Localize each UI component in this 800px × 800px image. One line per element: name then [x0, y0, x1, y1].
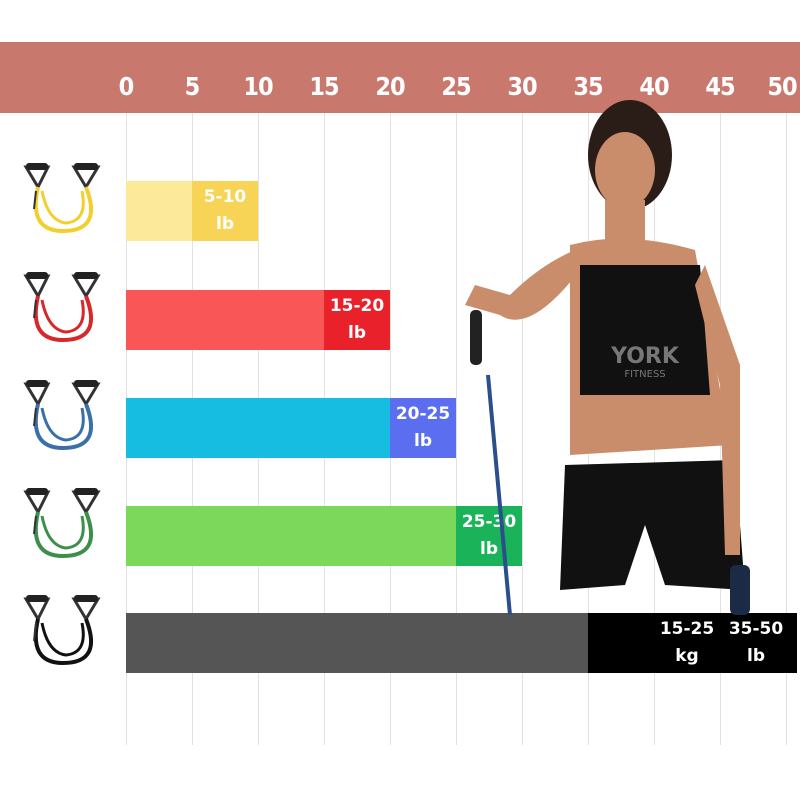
x-tick-label: 5 — [184, 72, 201, 101]
resistance-band-red-icon — [23, 272, 101, 343]
x-tick-label: 35 — [573, 72, 603, 101]
shirt-text-fitness: FITNESS — [624, 369, 665, 380]
x-tick-label: 50 — [767, 72, 797, 101]
bar-base-green — [126, 506, 456, 566]
gridline — [786, 113, 787, 745]
bar-range-black — [588, 613, 797, 673]
resistance-band-green-icon — [23, 488, 101, 559]
bar-base-red — [126, 290, 324, 350]
resistance-band-black-icon — [23, 595, 101, 666]
gridline — [522, 113, 523, 745]
x-tick-label: 40 — [639, 72, 669, 101]
x-tick-label: 30 — [507, 72, 537, 101]
bar-data-label: 15-20 lb — [324, 290, 390, 350]
bar-range-green — [456, 506, 522, 566]
x-tick-label: 15 — [309, 72, 339, 101]
bar-data-label-line: lb — [216, 214, 234, 234]
shirt-text-york: YORK — [610, 344, 680, 369]
x-tick-label: 10 — [243, 72, 273, 101]
woman-photo: YORK FITNESS — [465, 100, 750, 615]
bar-data-label-line: 5-10 — [203, 187, 247, 207]
bar-range-red — [324, 290, 390, 350]
bar-range-yellow — [192, 181, 258, 241]
bar-data-label-line: kg — [675, 646, 699, 666]
bar-data-label-line: 15-25 — [659, 619, 715, 639]
x-tick-label: 45 — [705, 72, 735, 101]
resistance-band-blue-icon — [23, 380, 101, 451]
bar-data-label-line: 15-20 — [329, 296, 385, 316]
bar-data-label: 5-10 lb — [192, 181, 258, 241]
x-tick-label: 0 — [118, 72, 135, 101]
x-tick-label: 20 — [375, 72, 405, 101]
bar-range-blue — [390, 398, 456, 458]
bar-base-black — [126, 613, 588, 673]
bar-data-label-line: 35-50 — [728, 619, 784, 639]
gridline — [456, 113, 457, 745]
axis-header-band — [0, 42, 800, 113]
x-tick-label: 25 — [441, 72, 471, 101]
bar-data-label: 20-25 lb — [390, 398, 456, 458]
bar-base-yellow — [126, 181, 192, 241]
bar-data-label-line: 20-25 — [395, 404, 451, 424]
bar-base-blue — [126, 398, 390, 458]
bar-data-label-line: lb — [480, 539, 498, 559]
bar-data-label-line: lb — [348, 323, 366, 343]
bar-data-label-line: lb — [747, 646, 765, 666]
bar-data-label-line: lb — [414, 431, 432, 451]
bar-data-label: 35-50 lb — [718, 613, 794, 673]
bar-data-label: 15-25 kg — [652, 613, 722, 673]
resistance-band-yellow-icon — [23, 163, 101, 234]
